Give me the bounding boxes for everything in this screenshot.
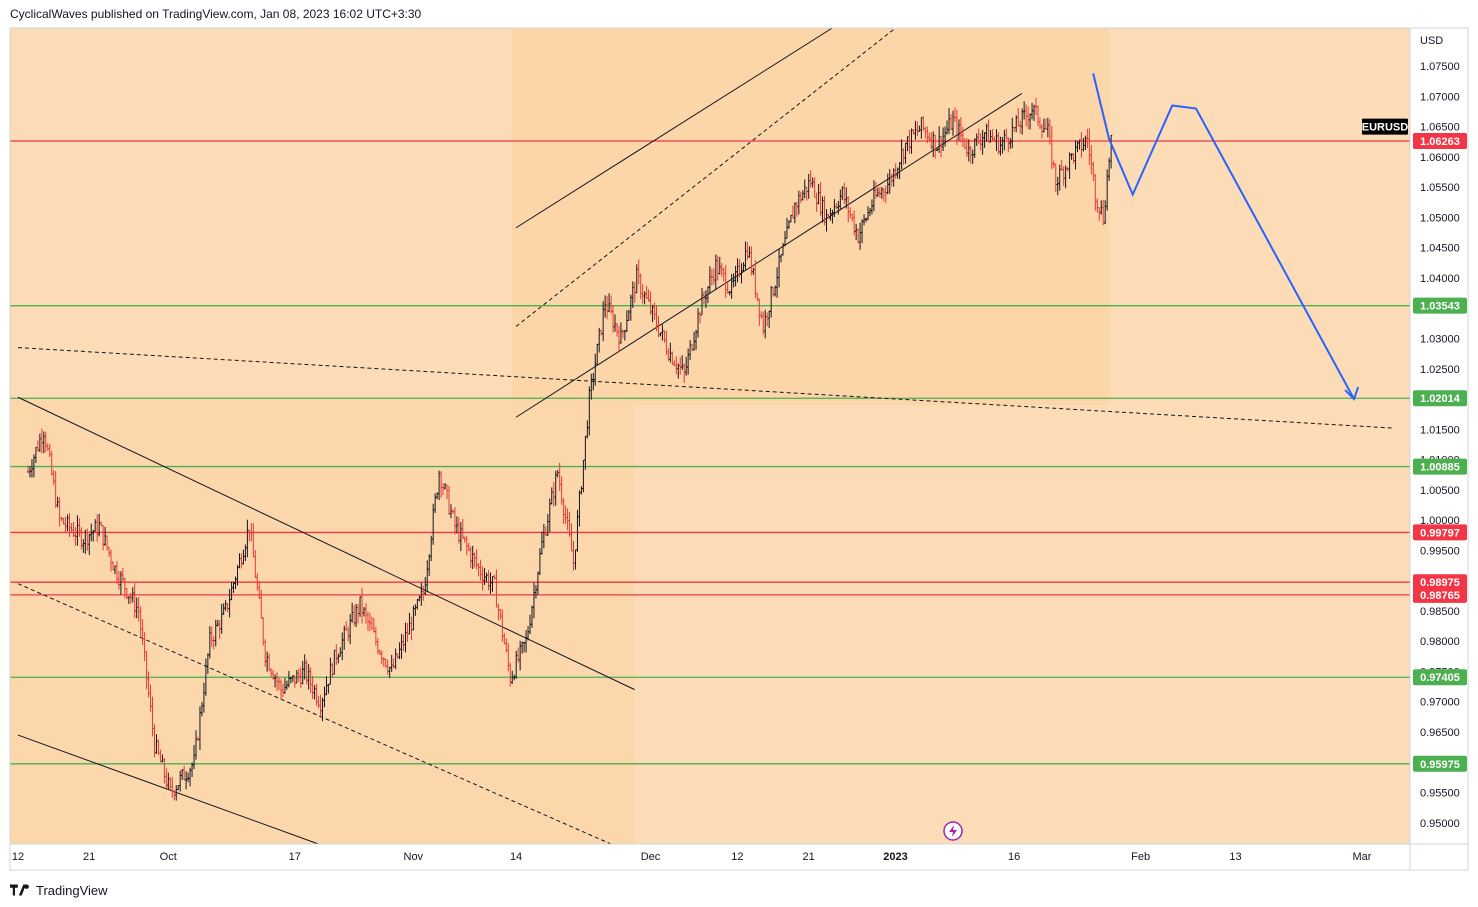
date-tick-label: 13 xyxy=(1229,851,1241,863)
price-tick-label: 0.97000 xyxy=(1420,697,1460,709)
price-tick-label: 0.98500 xyxy=(1420,606,1460,618)
footer-brand-label: TradingView xyxy=(36,882,108,898)
price-tick-label: 1.04500 xyxy=(1420,243,1460,255)
price-tick-label: 0.98000 xyxy=(1420,636,1460,648)
date-tick-label: Feb xyxy=(1131,851,1150,863)
price-tag-0.97405 xyxy=(1413,669,1467,686)
price-tick-label: 0.96500 xyxy=(1420,727,1460,739)
projection-path[interactable] xyxy=(1092,73,1355,400)
tradingview-logo-icon xyxy=(10,884,29,896)
price-tag-0.98765 xyxy=(1413,586,1467,603)
price-tag-label: 0.99797 xyxy=(1420,527,1460,539)
time-axis-background xyxy=(10,844,1478,869)
currency-label: USD xyxy=(1420,35,1443,47)
price-tag-label: 1.06263 xyxy=(1420,136,1460,148)
date-tick-label: Oct xyxy=(160,851,177,863)
lightning-bolt-glyph xyxy=(949,825,957,837)
symbol-tag xyxy=(1362,118,1408,135)
date-tick-label: 21 xyxy=(802,851,814,863)
date-tick-label: 12 xyxy=(12,851,24,863)
price-tick-label: 1.00000 xyxy=(1420,515,1460,527)
price-tag-1.03543 xyxy=(1413,297,1467,314)
price-tick-label: 1.04000 xyxy=(1420,273,1460,285)
price-tick-label: 1.06500 xyxy=(1420,122,1460,134)
date-tick-label: 2023 xyxy=(883,851,907,863)
date-tick-label: 12 xyxy=(731,851,743,863)
chart-frame xyxy=(9,27,1469,871)
price-tick-label: 1.03000 xyxy=(1420,334,1460,346)
price-axis-background xyxy=(1410,28,1478,844)
price-tag-label: 1.02014 xyxy=(1420,393,1461,405)
rising-channel-lower[interactable] xyxy=(515,92,1023,418)
price-tag-0.95975 xyxy=(1413,755,1467,772)
symbol-tag-label: EURUSD xyxy=(1362,122,1409,134)
falling-channel-shade xyxy=(10,397,635,844)
price-tag-label: 0.98765 xyxy=(1420,590,1460,602)
price-tick-label: 1.05500 xyxy=(1420,182,1460,194)
price-tick-label: 1.01500 xyxy=(1420,424,1460,436)
date-tick-label: Dec xyxy=(641,851,661,863)
price-tick-label: 0.99500 xyxy=(1420,545,1460,557)
falling-channel-upper[interactable] xyxy=(17,396,635,691)
price-tag-label: 1.03543 xyxy=(1420,301,1460,313)
price-tag-label: 0.98975 xyxy=(1420,577,1460,589)
projection-arrowhead xyxy=(1344,386,1360,401)
price-tick-label: 1.06000 xyxy=(1420,152,1460,164)
price-tick-label: 1.07500 xyxy=(1420,61,1460,73)
price-tag-label: 0.97405 xyxy=(1420,672,1460,684)
price-tick-label: 0.95000 xyxy=(1420,818,1460,830)
price-tag-label: 1.00885 xyxy=(1420,462,1460,474)
price-tag-0.99797 xyxy=(1413,524,1467,541)
date-tick-label: 14 xyxy=(510,851,522,863)
price-tag-1.02014 xyxy=(1413,390,1467,407)
footer-brand[interactable]: TradingView xyxy=(10,880,108,900)
price-tick-label: 1.00500 xyxy=(1420,485,1460,497)
rising-channel-shade xyxy=(512,28,1110,406)
price-tag-1.06263 xyxy=(1413,133,1467,150)
falling-channel-mid[interactable] xyxy=(17,583,612,845)
date-tick-label: Mar xyxy=(1353,851,1372,863)
price-tick-label: 1.07000 xyxy=(1420,91,1460,103)
price-tag-0.98975 xyxy=(1413,574,1467,591)
date-tick-label: 21 xyxy=(83,851,95,863)
price-tag-label: 0.95975 xyxy=(1420,759,1460,771)
long-dashed-line[interactable] xyxy=(17,347,1394,429)
rising-channel-upper[interactable] xyxy=(515,27,833,229)
price-tick-label: 1.05000 xyxy=(1420,212,1460,224)
price-tag-1.00885 xyxy=(1413,458,1467,475)
date-tick-label: 16 xyxy=(1008,851,1020,863)
rising-channel-mid[interactable] xyxy=(515,27,896,327)
publisher-header: CyclicalWaves published on TradingView.c… xyxy=(10,7,421,21)
price-tick-label: 1.02500 xyxy=(1420,364,1460,376)
date-tick-label: 17 xyxy=(289,851,301,863)
date-tick-label: Nov xyxy=(404,851,424,863)
publisher-line: CyclicalWaves published on TradingView.c… xyxy=(10,7,422,21)
price-tick-label: 0.95500 xyxy=(1420,788,1460,800)
